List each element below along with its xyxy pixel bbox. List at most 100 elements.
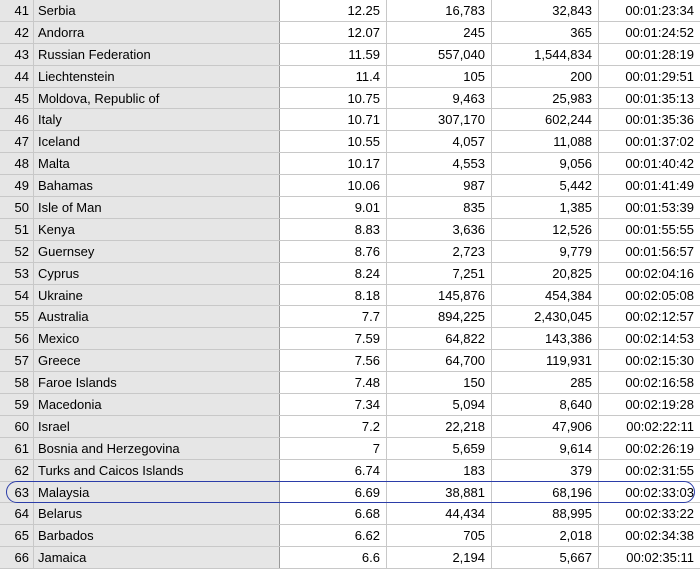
rate-cell[interactable]: 6.69: [280, 481, 387, 503]
row-number[interactable]: 58: [0, 372, 34, 394]
time-cell[interactable]: 00:02:12:57: [625, 309, 694, 325]
row-number[interactable]: 55: [0, 306, 34, 328]
row-number[interactable]: 51: [0, 218, 34, 240]
table-row[interactable]: 47 Iceland 10.55 4,057 11,088 00:01:37:02: [0, 131, 700, 154]
value-b-cell[interactable]: 1,385: [492, 197, 599, 218]
country-cell[interactable]: Liechtenstein: [34, 65, 280, 87]
table-row[interactable]: 44 Liechtenstein 11.4 105 200 00:01:29:51: [0, 65, 700, 88]
country-cell[interactable]: Belarus: [34, 503, 280, 525]
time-cell[interactable]: 00:01:55:55: [625, 221, 694, 237]
row-number[interactable]: 48: [0, 153, 34, 175]
rate-cell[interactable]: 7.34: [280, 394, 387, 415]
country-cell[interactable]: Iceland: [34, 131, 280, 153]
value-a-cell[interactable]: 16,783: [387, 0, 492, 21]
table-row[interactable]: 45 Moldova, Republic of 10.75 9,463 25,983 00…: [0, 87, 700, 110]
value-b-cell[interactable]: 68,196: [492, 481, 599, 503]
value-b-cell[interactable]: 2,430,045: [492, 306, 599, 328]
rate-cell[interactable]: 12.07: [280, 21, 387, 43]
rate-cell[interactable]: 10.71: [280, 109, 387, 131]
value-b-cell[interactable]: 9,056: [492, 153, 599, 175]
rate-cell[interactable]: 8.24: [280, 262, 387, 284]
rate-cell[interactable]: 6.68: [280, 503, 387, 525]
value-a-cell[interactable]: 705: [387, 525, 492, 547]
value-b-cell[interactable]: 32,843: [492, 0, 599, 21]
country-cell[interactable]: Kenya: [34, 218, 280, 240]
table-row[interactable]: 63 Malaysia 6.69 38,881 68,196 00:02:33:03: [0, 481, 700, 504]
value-b-cell[interactable]: 8,640: [492, 394, 599, 415]
time-cell[interactable]: 00:02:04:16: [625, 265, 694, 281]
rate-cell[interactable]: 7.2: [280, 415, 387, 437]
value-a-cell[interactable]: 2,723: [387, 240, 492, 262]
rate-cell[interactable]: 6.6: [280, 547, 387, 569]
country-cell[interactable]: Guernsey: [34, 240, 280, 262]
value-b-cell[interactable]: 143,386: [492, 328, 599, 350]
value-b-cell[interactable]: 285: [492, 372, 599, 394]
rate-cell[interactable]: 6.62: [280, 525, 387, 547]
value-a-cell[interactable]: 22,218: [387, 415, 492, 437]
time-cell[interactable]: 00:02:19:28: [625, 396, 694, 412]
country-cell[interactable]: Australia: [34, 306, 280, 328]
value-a-cell[interactable]: 150: [387, 372, 492, 394]
table-row[interactable]: 48 Malta 10.17 4,553 9,056 00:01:40:42: [0, 153, 700, 176]
value-a-cell[interactable]: 4,553: [387, 153, 492, 175]
country-cell[interactable]: Cyprus: [34, 262, 280, 284]
country-cell[interactable]: Serbia: [34, 0, 280, 21]
rate-cell[interactable]: 7.59: [280, 328, 387, 350]
time-cell[interactable]: 00:02:22:11: [626, 418, 694, 434]
time-cell[interactable]: 00:02:31:55: [625, 462, 694, 478]
row-number[interactable]: 53: [0, 262, 34, 284]
country-cell[interactable]: Italy: [34, 109, 280, 131]
country-cell[interactable]: Bosnia and Herzegovina: [34, 437, 280, 459]
time-cell[interactable]: 00:02:33:03: [625, 484, 694, 500]
row-number[interactable]: 61: [0, 437, 34, 459]
table-row[interactable]: 43 Russian Federation 11.59 557,040 1,544,83…: [0, 43, 700, 66]
table-row[interactable]: 61 Bosnia and Herzegovina 7 5,659 9,614 00:02…: [0, 437, 700, 460]
value-a-cell[interactable]: 145,876: [387, 284, 492, 306]
rate-cell[interactable]: 10.17: [280, 153, 387, 175]
time-cell[interactable]: 00:02:34:38: [625, 528, 694, 544]
country-cell[interactable]: Jamaica: [34, 547, 280, 569]
value-a-cell[interactable]: 64,822: [387, 328, 492, 350]
table-row[interactable]: 41 Serbia 12.25 16,783 32,843 00:01:23:34: [0, 0, 700, 22]
rate-cell[interactable]: 10.75: [280, 87, 387, 109]
table-row[interactable]: 50 Isle of Man 9.01 835 1,385 00:01:53:39: [0, 197, 700, 219]
rate-cell[interactable]: 6.74: [280, 459, 387, 481]
value-a-cell[interactable]: 5,659: [387, 437, 492, 459]
value-a-cell[interactable]: 183: [387, 459, 492, 481]
value-a-cell[interactable]: 64,700: [387, 350, 492, 372]
country-cell[interactable]: Isle of Man: [34, 197, 280, 218]
row-number[interactable]: 56: [0, 328, 34, 350]
time-cell[interactable]: 00:01:40:42: [625, 156, 694, 172]
row-number[interactable]: 65: [0, 525, 34, 547]
rate-cell[interactable]: 7.48: [280, 372, 387, 394]
table-row[interactable]: 52 Guernsey 8.76 2,723 9,779 00:01:56:57: [0, 240, 700, 263]
value-a-cell[interactable]: 38,881: [387, 481, 492, 503]
row-number[interactable]: 47: [0, 131, 34, 153]
table-row[interactable]: 60 Israel 7.2 22,218 47,906 00:02:22:11: [0, 415, 700, 438]
time-cell[interactable]: 00:01:41:49: [625, 178, 694, 194]
table-row[interactable]: 53 Cyprus 8.24 7,251 20,825 00:02:04:16: [0, 262, 700, 285]
table-row[interactable]: 57 Greece 7.56 64,700 119,931 00:02:15:30: [0, 350, 700, 373]
row-number[interactable]: 49: [0, 175, 34, 197]
table-row[interactable]: 51 Kenya 8.83 3,636 12,526 00:01:55:55: [0, 218, 700, 241]
rate-cell[interactable]: 11.59: [280, 43, 387, 65]
country-cell[interactable]: Bahamas: [34, 175, 280, 197]
table-row[interactable]: 66 Jamaica 6.6 2,194 5,667 00:02:35:11: [0, 547, 700, 570]
value-a-cell[interactable]: 2,194: [387, 547, 492, 569]
rate-cell[interactable]: 8.18: [280, 284, 387, 306]
time-cell[interactable]: 00:01:29:51: [625, 68, 694, 84]
value-b-cell[interactable]: 12,526: [492, 218, 599, 240]
time-cell[interactable]: 00:01:35:36: [625, 112, 694, 128]
time-cell[interactable]: 00:01:28:19: [625, 46, 694, 62]
rate-cell[interactable]: 9.01: [280, 197, 387, 218]
country-cell[interactable]: Malaysia: [34, 481, 280, 503]
row-number[interactable]: 66: [0, 547, 34, 569]
value-a-cell[interactable]: 307,170: [387, 109, 492, 131]
time-cell[interactable]: 00:01:35:13: [625, 90, 694, 106]
row-number[interactable]: 43: [0, 43, 34, 65]
table-row[interactable]: 42 Andorra 12.07 245 365 00:01:24:52: [0, 21, 700, 44]
time-cell[interactable]: 00:02:26:19: [625, 440, 694, 456]
row-number[interactable]: 45: [0, 87, 34, 109]
time-cell[interactable]: 00:02:15:30: [625, 353, 694, 369]
country-cell[interactable]: Malta: [34, 153, 280, 175]
